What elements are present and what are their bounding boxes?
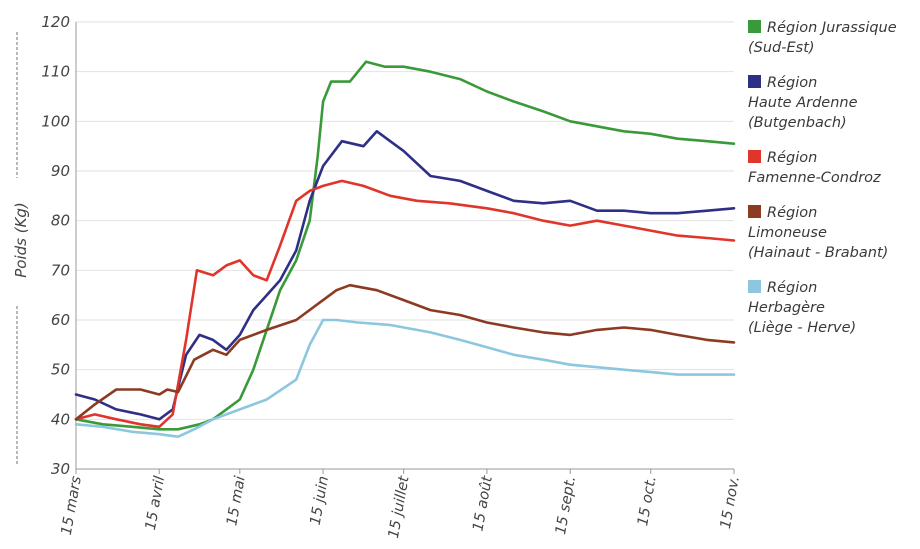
y-axis-label: Poids (Kg): [12, 202, 30, 278]
x-tick-labels: 15 mars 15 avril 15 mai 15 juin 15 juillet 15…: [59, 474, 743, 540]
y-tick-label: 80: [51, 212, 70, 230]
series-line-1: [74, 130, 736, 421]
y-tick-label: 50: [51, 361, 70, 379]
axes: [16, 22, 735, 474]
y-tick-label: 110: [41, 63, 70, 81]
legend-item: Région Limoneuse (Hainaut - Brabant): [748, 203, 920, 263]
x-tick-label: 15 avril: [143, 475, 168, 531]
series-line-4: [74, 318, 736, 439]
legend-item: Région Haute Ardenne (Butgenbach): [748, 73, 920, 133]
series-line-0: [74, 60, 736, 431]
legend-label: Région Herbagère (Liège - Herve): [748, 280, 857, 336]
x-tick-label: 15 août: [470, 474, 496, 533]
legend-label: Région Haute Ardenne (Butgenbach): [748, 75, 858, 131]
x-tick-label: 15 juillet: [386, 474, 413, 540]
legend-swatch: [748, 150, 761, 163]
y-tick-label: 40: [51, 410, 70, 428]
x-tick-label: 15 nov.: [718, 475, 743, 530]
x-tick-label: 15 oct.: [635, 475, 659, 527]
x-tick-label: 15 mai: [224, 475, 248, 527]
y-tick-label: 90: [51, 162, 70, 180]
legend-item: Région Herbagère (Liège - Herve): [748, 278, 920, 338]
legend-swatch: [748, 205, 761, 218]
x-tick-label: 15 mars: [59, 474, 85, 536]
y-tick-labels: 30 40 50 60 70 80 90 100 110 120: [41, 13, 70, 478]
legend-swatch: [748, 280, 761, 293]
x-tick-label: 15 sept.: [553, 475, 579, 536]
y-tick-label: 120: [41, 13, 70, 31]
series-line-2: [74, 179, 736, 429]
y-tick-label: 70: [51, 261, 70, 279]
legend-swatch: [748, 20, 761, 33]
legend-label: Région Limoneuse (Hainaut - Brabant): [748, 205, 889, 261]
legend: Région Jurassique (Sud-Est) Région Haute …: [748, 18, 920, 353]
legend-item: Région Famenne-Condroz: [748, 148, 920, 188]
y-tick-label: 30: [51, 460, 70, 478]
legend-label: Région Famenne-Condroz: [748, 150, 881, 186]
legend-label: Région Jurassique (Sud-Est): [748, 20, 897, 56]
x-tick-label: 15 juin: [308, 475, 332, 527]
legend-swatch: [748, 75, 761, 88]
gridlines: [76, 21, 734, 420]
series-lines: [74, 60, 736, 439]
y-tick-label: 60: [51, 311, 70, 329]
series-line-3: [74, 283, 736, 421]
legend-item: Région Jurassique (Sud-Est): [748, 18, 920, 58]
y-tick-label: 100: [41, 112, 70, 130]
